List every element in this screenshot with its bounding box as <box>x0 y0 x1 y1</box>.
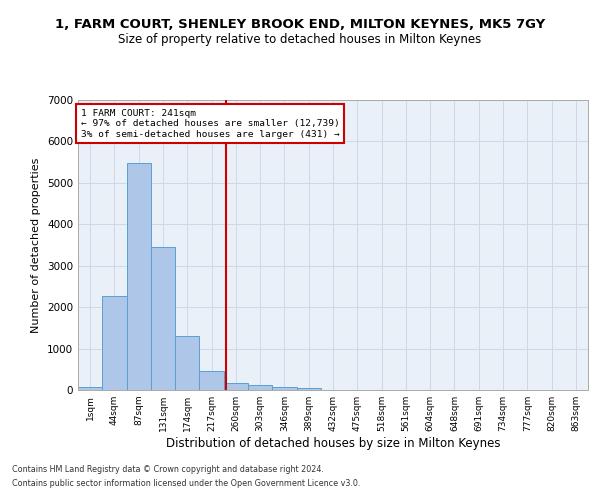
Bar <box>248 385 272 390</box>
Bar <box>224 384 248 390</box>
Bar <box>296 388 321 390</box>
Bar <box>272 386 296 390</box>
X-axis label: Distribution of detached houses by size in Milton Keynes: Distribution of detached houses by size … <box>166 437 500 450</box>
Text: Contains public sector information licensed under the Open Government Licence v3: Contains public sector information licen… <box>12 479 361 488</box>
Bar <box>127 164 151 390</box>
Y-axis label: Number of detached properties: Number of detached properties <box>31 158 41 332</box>
Bar <box>78 387 102 390</box>
Bar <box>199 370 224 390</box>
Text: 1 FARM COURT: 241sqm
← 97% of detached houses are smaller (12,739)
3% of semi-de: 1 FARM COURT: 241sqm ← 97% of detached h… <box>80 108 340 138</box>
Text: Size of property relative to detached houses in Milton Keynes: Size of property relative to detached ho… <box>118 32 482 46</box>
Bar <box>102 296 127 390</box>
Text: 1, FARM COURT, SHENLEY BROOK END, MILTON KEYNES, MK5 7GY: 1, FARM COURT, SHENLEY BROOK END, MILTON… <box>55 18 545 30</box>
Bar <box>175 336 199 390</box>
Bar <box>151 248 175 390</box>
Text: Contains HM Land Registry data © Crown copyright and database right 2024.: Contains HM Land Registry data © Crown c… <box>12 466 324 474</box>
